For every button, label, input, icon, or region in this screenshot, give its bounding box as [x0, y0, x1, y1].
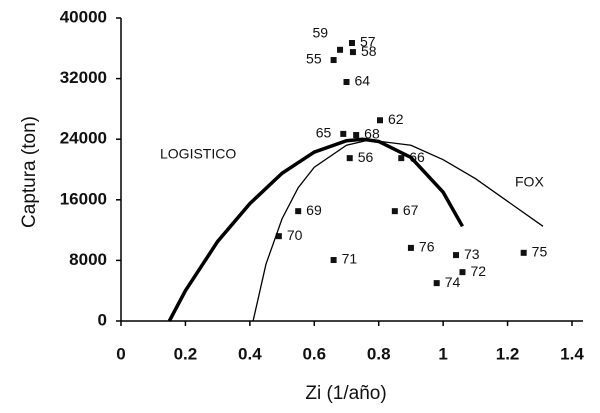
x-tick-label: 0: [116, 344, 125, 363]
point: [340, 130, 347, 137]
point: [295, 208, 302, 215]
point-label: 57: [360, 34, 376, 50]
y-tick-label: 24000: [60, 129, 107, 148]
point: [407, 244, 414, 251]
point-label: 56: [358, 149, 374, 165]
y-tick-label: 40000: [60, 7, 107, 26]
point: [433, 280, 440, 287]
point-label: 72: [470, 263, 486, 279]
point-label: 73: [464, 246, 480, 262]
x-tick-label: 1: [438, 344, 447, 363]
point-label: 70: [287, 227, 303, 243]
x-tick-label: 0.2: [174, 344, 198, 363]
point: [337, 46, 344, 53]
curve-label: LOGISTICO: [160, 146, 236, 162]
curve-label: FOX: [515, 174, 544, 190]
y-tick-label: 16000: [60, 189, 107, 208]
point: [459, 269, 466, 276]
point-label: 64: [355, 73, 371, 89]
point-label: 59: [312, 25, 328, 41]
y-axis-title: Captura (ton): [19, 116, 40, 228]
point: [330, 257, 337, 264]
point: [520, 249, 527, 256]
point-label: 74: [445, 274, 461, 290]
point: [377, 117, 384, 124]
curve: [167, 137, 464, 322]
point: [391, 208, 398, 215]
point-label: 75: [532, 244, 548, 260]
point-label: 58: [361, 43, 377, 59]
point-label: 71: [342, 251, 358, 267]
x-tick-label: 0.8: [367, 344, 391, 363]
x-tick-label: 1.2: [496, 344, 520, 363]
curve: [252, 139, 544, 322]
point-label: 67: [403, 202, 419, 218]
point: [346, 155, 353, 162]
point-label: 68: [364, 126, 380, 142]
point-label: 76: [419, 239, 435, 255]
point: [330, 57, 337, 64]
y-tick-label: 8000: [69, 250, 107, 269]
point: [349, 49, 356, 56]
y-tick-label: 0: [98, 310, 107, 329]
x-tick-label: 1.4: [560, 344, 584, 363]
point-label: 55: [306, 51, 322, 67]
point: [275, 233, 282, 240]
point: [398, 155, 405, 162]
point-label: 65: [316, 125, 332, 141]
point-label: 62: [388, 111, 404, 127]
point: [343, 79, 350, 86]
point: [353, 132, 360, 139]
point: [453, 252, 460, 259]
x-axis-title: Zi (1/año): [305, 383, 386, 404]
y-tick-label: 32000: [60, 68, 107, 87]
x-tick-label: 0.6: [302, 344, 326, 363]
point-label: 69: [306, 202, 322, 218]
x-tick-label: 0.4: [238, 344, 262, 363]
point: [348, 39, 355, 46]
